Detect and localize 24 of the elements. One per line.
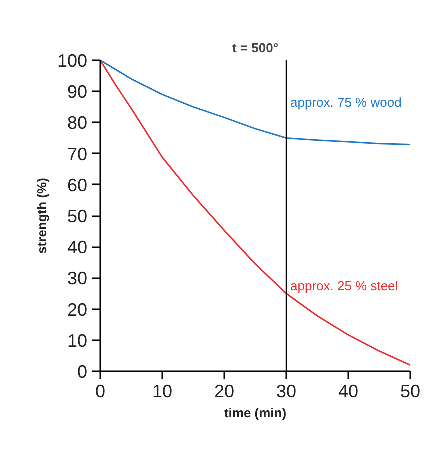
y-tick-label: 90 (67, 82, 88, 102)
y-tick-label: 0 (77, 362, 88, 382)
line-series (100, 60, 410, 146)
x-tick-label: 20 (214, 382, 235, 402)
y-tick-label: 60 (67, 175, 88, 196)
y-tick-label: 70 (67, 144, 88, 164)
y-axis-title: strength (%) (34, 178, 50, 254)
y-tick-label: 20 (67, 300, 88, 320)
x-axis-title: time (min) (224, 406, 287, 420)
x-tick-label: 40 (338, 382, 359, 402)
x-tick-label: 50 (400, 382, 421, 402)
annotation: approx. 25 % steel (290, 278, 398, 294)
y-tick-label: 30 (67, 268, 88, 289)
annotation: approx. 75 % wood (290, 94, 402, 110)
x-tick-label: 30 (276, 382, 297, 402)
y-tick-label: 10 (67, 330, 88, 351)
x-tick-label: 0 (95, 382, 106, 402)
chart-title: t = 500° (232, 40, 279, 56)
y-tick-label: 100 (57, 51, 88, 71)
y-tick-label: 50 (67, 206, 88, 226)
y-tick-label: 40 (67, 238, 88, 258)
y-tick-label: 80 (67, 113, 88, 134)
x-tick-label: 10 (152, 382, 173, 402)
line-series (100, 60, 410, 366)
